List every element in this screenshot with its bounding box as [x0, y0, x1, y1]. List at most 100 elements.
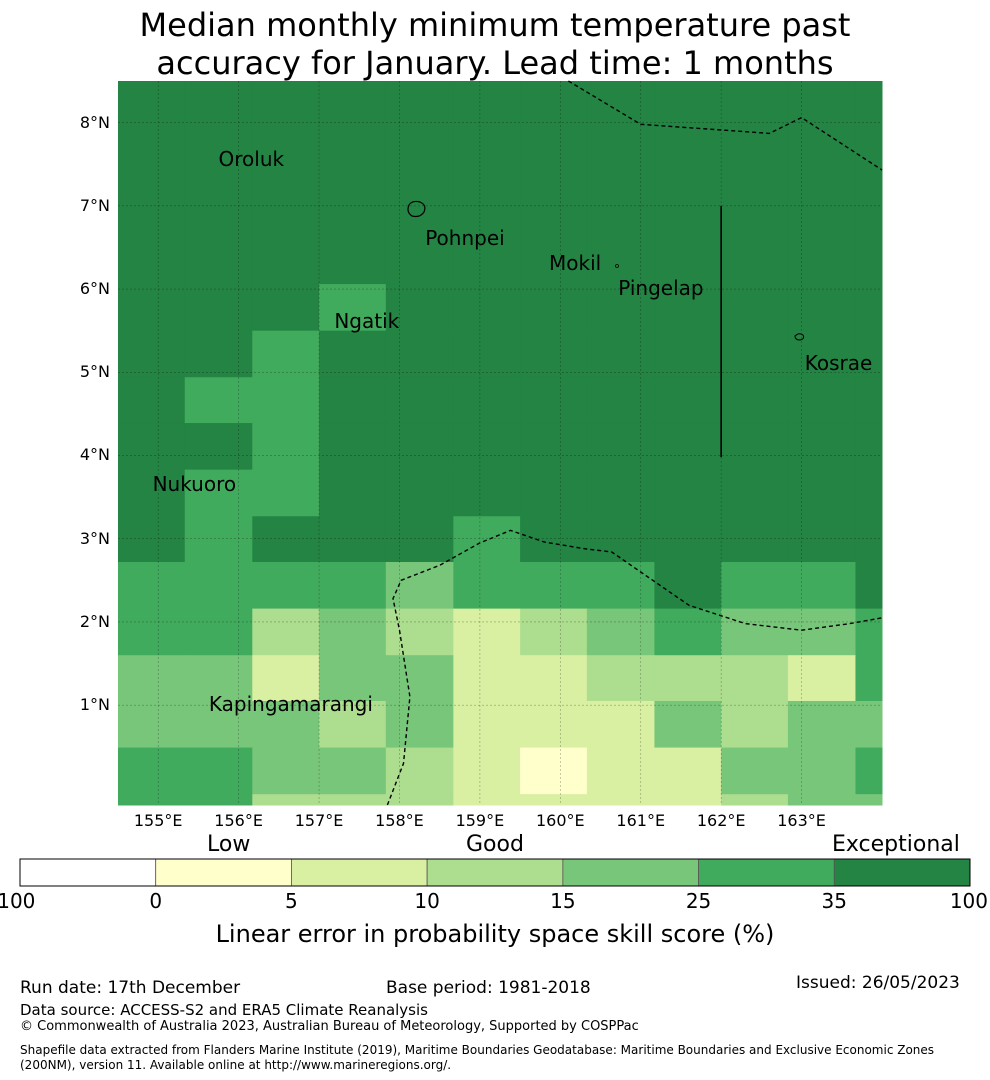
place-label: Kapingamarangi: [208, 692, 373, 717]
grid-cell: [252, 377, 320, 424]
grid-cell: [319, 747, 387, 795]
grid-cell: [118, 608, 186, 656]
eez-boundary-line: [568, 80, 883, 171]
grid-cell: [586, 562, 655, 610]
grid-cell: [453, 469, 521, 517]
colorbar-category-exceptional: Exceptional: [832, 832, 960, 857]
grid-cell: [586, 747, 655, 795]
grid-cell: [184, 81, 253, 285]
grid-cell: [118, 655, 186, 702]
latitude-label: 5°N: [79, 362, 110, 382]
grid-cell: [654, 747, 722, 795]
latitude-label: 1°N: [79, 695, 110, 715]
colorbar-tick-label: 10: [414, 889, 440, 913]
grid-cell: [252, 608, 320, 656]
longitude-label: 159°E: [455, 811, 505, 830]
grid-cell: [118, 562, 186, 610]
copyright: © Commonwealth of Australia 2023, Austra…: [20, 1019, 639, 1034]
grid-cell: [184, 794, 253, 806]
maritime-boundaries: [386, 80, 883, 806]
colorbar-tick-label: -100: [0, 889, 36, 913]
grid-cell: [184, 516, 253, 563]
grid-cell: [855, 377, 883, 424]
grid-cell: [385, 284, 454, 332]
grid-cell: [385, 469, 454, 517]
grid-cell: [319, 794, 387, 806]
grid-cell: [654, 330, 722, 378]
shapefile-credit-line-1: Shapefile data extracted from Flanders M…: [20, 1043, 935, 1057]
grid-cell: [252, 562, 320, 610]
place-label: Nukuoro: [152, 471, 237, 496]
grid-cell: [453, 423, 521, 471]
grid-cell: [184, 562, 253, 610]
grid-cell: [787, 423, 856, 471]
grid-cell: [787, 330, 856, 378]
grid-cell: [855, 81, 883, 285]
colorbar-label: Linear error in probability space skill …: [215, 920, 775, 948]
grid-cell: [586, 608, 655, 656]
grid-cell: [252, 330, 320, 378]
colorbar-tick-label: 5: [285, 889, 298, 913]
place-label: Mokil: [549, 251, 602, 276]
grid-cell: [319, 469, 387, 517]
grid-cell: [586, 655, 655, 702]
colorbar-frame: [19, 858, 971, 887]
grid-cell: [453, 747, 521, 795]
grid-cell: [721, 700, 789, 749]
grid-cell: [319, 423, 387, 471]
grid-cell: [721, 655, 789, 702]
grid-cell: [855, 655, 883, 702]
grid-cell: [453, 562, 521, 610]
grid-cell: [453, 608, 521, 656]
grid-cell: [118, 794, 186, 806]
grid-cell: [319, 608, 387, 656]
grid-cell: [721, 794, 789, 806]
run-date: Run date: 17th December: [20, 978, 241, 998]
grid-cell: [385, 562, 454, 610]
grid-cell: [453, 377, 521, 424]
grid-cell: [586, 377, 655, 424]
grid-cell: [252, 284, 320, 332]
grid-cell: [184, 423, 253, 471]
longitude-label: 155°E: [133, 811, 183, 830]
grid-cell: [385, 700, 454, 749]
grid-cell: [855, 608, 883, 656]
grid-cell: [520, 562, 588, 610]
grid-cell: [654, 377, 722, 424]
place-label: Kosrae: [804, 350, 873, 375]
base-period: Base period: 1981-2018: [386, 978, 591, 998]
colorbar-segment: [19, 858, 157, 887]
grid-cell: [721, 747, 789, 795]
colorbar-tick-label: 25: [685, 889, 712, 913]
grid-cell: [855, 330, 883, 378]
grid-cell: [385, 747, 454, 795]
grid-cell: [118, 700, 186, 749]
grid-cell: [385, 608, 454, 656]
grid-cell: [319, 562, 387, 610]
chart-title: Median monthly minimum temperature past …: [0, 6, 990, 82]
title-line-2: accuracy for January. Lead time: 1 month…: [156, 44, 834, 82]
grid-cell: [520, 423, 588, 471]
grid-cell: [453, 81, 521, 285]
grid-cell: [721, 608, 789, 656]
grid-cell: [787, 655, 856, 702]
grid-cell: [118, 423, 186, 471]
grid-cell: [453, 330, 521, 378]
colorbar-tick-label: 15: [550, 889, 576, 913]
grid-cell: [453, 655, 521, 702]
pingelap-island-outline: [615, 264, 619, 268]
grid-cell: [453, 516, 521, 563]
grid-cell: [184, 608, 253, 656]
grid-cell: [721, 330, 789, 378]
grid-cell: [252, 700, 320, 749]
grid-cell: [520, 377, 588, 424]
grid-cell: [855, 747, 883, 795]
longitude-label: 162°E: [696, 811, 746, 830]
longitude-label: 163°E: [777, 811, 826, 830]
grid-cell: [118, 516, 186, 563]
grid-cell: [787, 81, 856, 285]
kosrae-island-outline: [794, 333, 805, 341]
grid-cell: [252, 747, 320, 795]
latitude-label: 3°N: [79, 528, 110, 548]
